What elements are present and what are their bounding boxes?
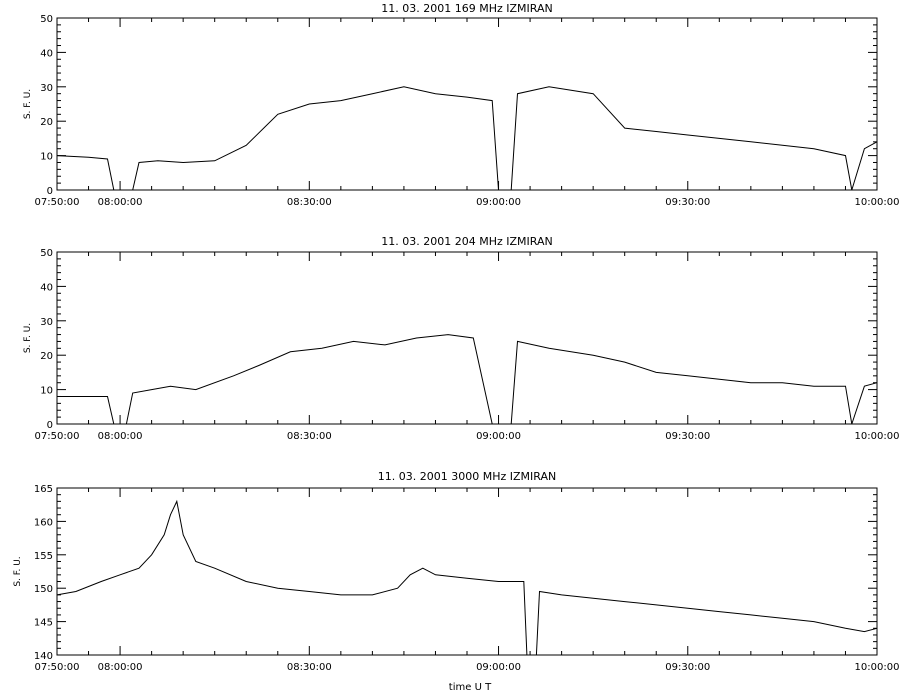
x-tick-label: 09:00:00 [476, 197, 521, 208]
y-tick-label: 150 [34, 584, 53, 595]
series-line [56, 86, 878, 191]
plot-frame [56, 251, 878, 425]
y-tick-label: 40 [40, 282, 53, 293]
y-tick-label: 10 [40, 152, 53, 163]
x-tick-label: 09:30:00 [665, 431, 710, 442]
x-tick-label: 09:30:00 [665, 662, 710, 673]
x-tick-label: 09:00:00 [476, 431, 521, 442]
chart-title: 11. 03. 2001 3000 MHz IZMIRAN [378, 470, 556, 483]
series-line [56, 499, 878, 656]
y-tick-label: 145 [34, 618, 53, 629]
plot-frame [56, 17, 878, 191]
y-tick-label: 140 [34, 651, 53, 662]
x-tick-label: 07:50:00 [35, 197, 80, 208]
x-tick-label: 08:00:00 [98, 197, 143, 208]
x-tick-label: 09:30:00 [665, 197, 710, 208]
x-tick-label: 07:50:00 [35, 662, 80, 673]
y-tick-label: 155 [34, 551, 53, 562]
y-tick-label: 165 [34, 484, 53, 495]
y-tick-label: 0 [47, 186, 53, 197]
x-tick-label: 08:00:00 [98, 662, 143, 673]
y-tick-label: 30 [40, 83, 53, 94]
x-tick-label: 08:30:00 [287, 662, 332, 673]
x-axis-label: time U T [449, 682, 492, 693]
x-tick-label: 08:00:00 [98, 431, 143, 442]
x-tick-label: 10:00:00 [855, 197, 900, 208]
y-tick-label: 20 [40, 117, 53, 128]
y-tick-label: 50 [40, 248, 53, 259]
x-tick-label: 08:30:00 [287, 197, 332, 208]
y-tick-label: 10 [40, 386, 53, 397]
plot-frame [56, 487, 878, 656]
chart-title: 11. 03. 2001 169 MHz IZMIRAN [381, 2, 552, 15]
series-line [57, 334, 878, 425]
y-tick-label: 160 [34, 517, 53, 528]
x-tick-label: 09:00:00 [476, 662, 521, 673]
y-axis-label: S. F. U. [13, 556, 23, 586]
y-tick-label: 40 [40, 48, 53, 59]
x-tick-label: 10:00:00 [855, 431, 900, 442]
chart-title: 11. 03. 2001 204 MHz IZMIRAN [381, 235, 552, 248]
y-axis-label: S. F. U. [23, 89, 33, 119]
y-tick-label: 50 [40, 14, 53, 25]
x-tick-label: 08:30:00 [287, 431, 332, 442]
y-axis-label: S. F. U. [23, 323, 33, 353]
y-tick-label: 20 [40, 351, 53, 362]
x-tick-label: 07:50:00 [35, 431, 80, 442]
x-tick-label: 10:00:00 [855, 662, 900, 673]
y-tick-label: 30 [40, 317, 53, 328]
y-tick-label: 0 [47, 420, 53, 431]
